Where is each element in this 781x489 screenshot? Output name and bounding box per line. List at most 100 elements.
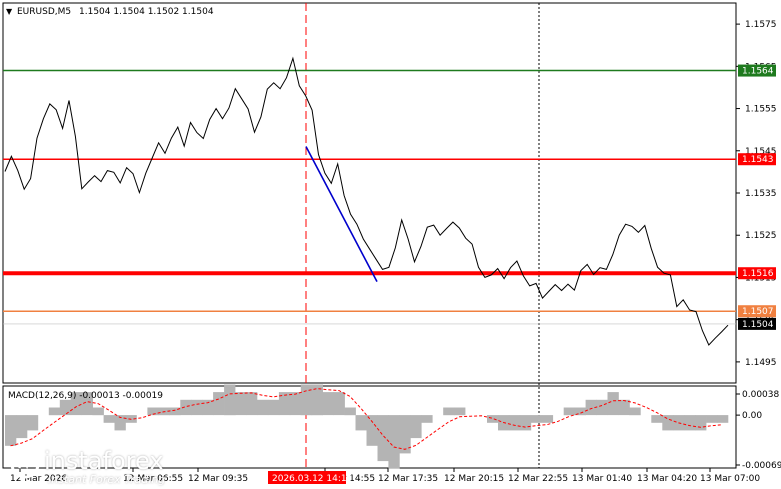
macd-histogram-bar: [202, 399, 214, 416]
macd-histogram-bar: [169, 407, 181, 416]
macd-histogram-bar: [388, 415, 400, 469]
macd-histogram-bar: [26, 415, 39, 431]
macd-tick-label: 0.00038: [742, 390, 779, 400]
time-tick-label: 12 Mar 20:15: [444, 474, 504, 484]
macd-histogram-bar: [519, 415, 532, 431]
macd-histogram-bar: [5, 415, 17, 446]
macd-histogram-bar: [629, 407, 641, 416]
macd-histogram-bar: [377, 415, 389, 462]
macd-histogram-bar: [454, 407, 466, 416]
macd-label: MACD(12,26,9) -0.00013 -0.00019: [8, 391, 163, 401]
green-level-badge: [738, 64, 776, 77]
current-price-badge: [738, 317, 776, 330]
brand-logo: instaforex Instant Forex Trading: [6, 447, 176, 487]
macd-histogram-bar: [48, 407, 61, 416]
price-tick-label: 1.1495: [745, 358, 777, 368]
macd-histogram-bar: [311, 384, 323, 416]
time-tick-label: 13 Mar 07:00: [700, 474, 760, 484]
macd-histogram-bar: [344, 407, 356, 416]
macd-histogram-bar: [366, 415, 378, 446]
orange-level-badge: [738, 305, 776, 318]
macd-histogram-bar: [508, 415, 521, 431]
macd-histogram-bar: [421, 415, 433, 423]
macd-histogram-bar: [103, 415, 115, 423]
macd-histogram-bar: [289, 392, 302, 416]
macd-histogram-bar: [278, 392, 291, 416]
macd-histogram-bar: [147, 407, 159, 416]
macd-histogram-bar: [706, 415, 718, 423]
red-level-upper-label: 1.1543: [742, 155, 774, 165]
price-tick-label: 1.1535: [745, 189, 777, 199]
price-tick-label: 1.1545: [745, 147, 777, 157]
cursor-time-label: 2026.03.12 14:15: [272, 474, 352, 484]
macd-histogram-bar: [651, 415, 663, 423]
price-tick-label: 1.1525: [745, 231, 777, 241]
macd-histogram-bar: [59, 399, 72, 416]
green-level-label: 1.1564: [742, 67, 774, 77]
macd-indicator: [5, 384, 729, 469]
macd-histogram-bar: [114, 415, 126, 431]
symbol-ohlc: 1.1504 1.1504 1.1502 1.1504: [79, 7, 214, 17]
current-price-label: 1.1504: [742, 320, 774, 330]
macd-tick-label: 0.00: [742, 411, 762, 421]
macd-histogram-bar: [267, 399, 280, 416]
time-tick-label: 13 Mar 04:20: [637, 474, 697, 484]
macd-histogram-bar: [662, 415, 674, 431]
brand-tagline: Instant Forex Trading: [48, 473, 166, 486]
time-tick-label: 12 Mar 2026: [10, 474, 67, 484]
macd-histogram-bar: [717, 415, 729, 423]
macd-histogram-bar: [246, 392, 258, 416]
red-level-lower-label: 1.1516: [742, 269, 774, 279]
macd-histogram-bar: [563, 407, 575, 416]
time-tick-label: 12 Mar 17:35: [378, 474, 438, 484]
macd-histogram-bar: [70, 392, 82, 416]
cursor-time-badge: [268, 471, 346, 484]
red-level-upper-badge: [738, 153, 776, 166]
time-tick-label: 13 Mar 01:40: [572, 474, 632, 484]
time-tick-label: 12 Mar 09:35: [188, 474, 248, 484]
macd-histogram-bar: [355, 415, 367, 431]
macd-signal-line: [10, 388, 723, 450]
macd-tick-label: -0.00069: [742, 461, 781, 471]
macd-histogram-bar: [585, 399, 597, 416]
red-level-lower-badge: [738, 267, 776, 280]
macd-histogram-bar: [322, 392, 334, 416]
price-series-line: [4, 56, 729, 346]
macd-histogram-bar: [235, 392, 247, 416]
macd-histogram-bar: [410, 415, 422, 439]
macd-histogram-bar: [695, 415, 707, 431]
macd-histogram-bar: [574, 407, 586, 416]
macd-histogram-bar: [92, 407, 104, 416]
time-tick-label: 12 Mar 22:55: [508, 474, 568, 484]
macd-histogram-bar: [541, 415, 554, 423]
time-tick-label: 12 Mar 06:55: [123, 474, 183, 484]
macd-histogram-bar: [684, 415, 696, 431]
trend-line[interactable]: [305, 146, 378, 283]
macd-histogram-bar: [81, 392, 93, 416]
price-tick-label: 1.1555: [745, 105, 777, 115]
orange-level-label: 1.1507: [742, 307, 774, 317]
macd-histogram-bar: [618, 399, 630, 416]
symbol-arrow-icon[interactable]: ▼: [6, 7, 13, 16]
macd-histogram-bar: [333, 392, 345, 416]
macd-histogram-bar: [596, 399, 608, 416]
macd-histogram-bar: [180, 399, 192, 416]
brand-name: instaforex: [44, 447, 164, 475]
macd-histogram-bar: [607, 392, 619, 416]
macd-histogram-bar: [487, 415, 499, 423]
symbol-name: EURUSD,M5: [17, 7, 71, 17]
macd-histogram-bar: [399, 415, 411, 454]
macd-histogram-bar: [443, 407, 455, 416]
macd-histogram-bar: [191, 399, 203, 416]
price-levels: 1.1564 1.1543 1.1516 1.1507 1.1504: [3, 64, 776, 330]
macd-histogram-bar: [257, 399, 269, 416]
macd-axis: 0.00038 0.00 -0.00069: [736, 390, 781, 471]
macd-histogram-bar: [530, 415, 543, 423]
macd-histogram-bar: [224, 384, 236, 416]
macd-histogram-bar: [16, 415, 28, 439]
macd-histogram-bar: [300, 384, 313, 416]
price-pane[interactable]: [2, 2, 737, 384]
instaforex-logo-icon: [10, 449, 40, 479]
macd-histogram-bar: [213, 392, 225, 416]
